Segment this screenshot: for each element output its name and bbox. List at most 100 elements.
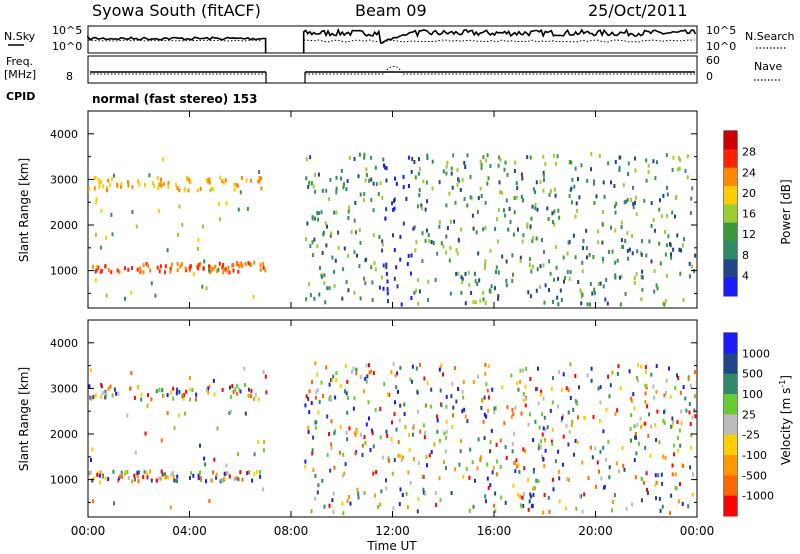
echo-point — [596, 460, 599, 465]
echo-point — [575, 208, 578, 213]
echo-point — [535, 288, 538, 293]
echo-point — [311, 253, 314, 258]
echo-point — [634, 156, 636, 161]
echo-point — [344, 389, 346, 394]
echo-point — [620, 274, 623, 279]
echo-point — [543, 493, 546, 497]
echo-point — [620, 225, 623, 230]
echo-point — [100, 394, 103, 399]
echo-point — [614, 228, 617, 233]
echo-point — [361, 443, 364, 448]
echo-point — [621, 245, 624, 249]
echo-point — [553, 222, 556, 227]
echo-point — [91, 447, 94, 452]
echo-point — [330, 397, 332, 402]
echo-point — [678, 247, 681, 252]
echo-point — [496, 217, 499, 222]
echo-point — [140, 392, 143, 397]
echo-point — [328, 286, 331, 291]
echo-point — [630, 398, 633, 403]
echo-point — [605, 277, 608, 282]
echo-point — [542, 188, 545, 193]
echo-point — [357, 491, 360, 496]
echo-point — [405, 491, 408, 496]
echo-point — [640, 275, 643, 280]
echo-point — [472, 504, 475, 509]
velocity-colorbar-tick: 100 — [742, 388, 763, 401]
echo-point — [597, 386, 600, 391]
echo-point — [479, 455, 482, 460]
echo-point — [532, 236, 535, 241]
station-title: Syowa South (fitACF) — [92, 1, 261, 20]
echo-point — [411, 157, 414, 161]
echo-point — [352, 406, 355, 411]
echo-point — [120, 181, 123, 186]
echo-point — [365, 173, 368, 177]
echo-point — [406, 262, 409, 267]
echo-point — [407, 254, 410, 258]
echo-point — [557, 302, 560, 307]
echo-point — [212, 187, 215, 192]
echo-point — [209, 478, 212, 483]
echo-point — [89, 368, 92, 373]
echo-point — [367, 400, 370, 405]
echo-point — [131, 185, 134, 190]
velocity-colorbar-segment — [724, 373, 737, 395]
echo-point — [181, 222, 184, 227]
echo-point — [589, 302, 591, 307]
echo-point — [574, 439, 577, 443]
echo-point — [480, 406, 483, 410]
echo-point — [616, 372, 619, 376]
echo-point — [419, 363, 421, 367]
echo-point — [422, 475, 425, 479]
echo-point — [512, 483, 515, 488]
echo-point — [623, 467, 626, 472]
echo-point — [205, 388, 208, 393]
echo-point — [558, 215, 561, 220]
echo-point — [120, 470, 123, 475]
echo-point — [652, 384, 655, 389]
echo-point — [591, 455, 594, 460]
echo-point — [145, 261, 148, 266]
echo-point — [363, 435, 366, 439]
echo-point — [325, 365, 328, 370]
echo-point — [515, 181, 518, 186]
echo-point — [495, 472, 498, 477]
echo-point — [112, 469, 115, 474]
echo-point — [200, 478, 202, 482]
echo-point — [539, 264, 542, 269]
echo-point — [354, 433, 357, 437]
echo-point — [531, 264, 534, 269]
echo-point — [167, 181, 170, 185]
echo-point — [94, 232, 97, 237]
echo-point — [121, 474, 124, 479]
echo-point — [160, 438, 163, 443]
echo-point — [345, 391, 348, 396]
echo-point — [234, 387, 237, 392]
echo-point — [445, 420, 448, 424]
echo-point — [310, 401, 313, 405]
echo-point — [663, 393, 666, 398]
echo-point — [246, 471, 249, 476]
echo-point — [402, 221, 405, 226]
echo-point — [471, 460, 474, 465]
echo-point — [421, 474, 424, 479]
echo-point — [549, 271, 552, 276]
echo-point — [484, 259, 487, 264]
echo-point — [640, 477, 643, 481]
echo-point — [417, 278, 420, 283]
echo-point — [532, 486, 535, 491]
echo-point — [482, 290, 485, 295]
echo-point — [439, 388, 442, 393]
echo-point — [92, 395, 95, 400]
y-tick-label: 2000 — [50, 219, 78, 232]
echo-point — [686, 175, 689, 180]
echo-point — [677, 376, 680, 380]
echo-point — [456, 168, 459, 173]
echo-point — [326, 414, 329, 419]
echo-point — [144, 470, 147, 474]
echo-point — [480, 162, 483, 167]
y-tick-label: 3000 — [50, 173, 78, 186]
echo-point — [424, 431, 427, 435]
